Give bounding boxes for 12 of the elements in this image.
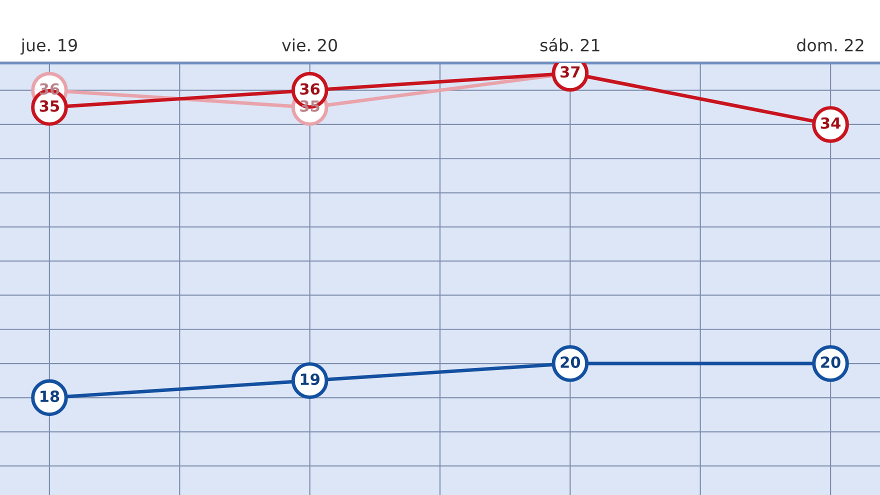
data-label: 19 — [300, 373, 320, 386]
x-tick-label: sáb. 21 — [540, 38, 600, 52]
data-label: 36 — [300, 83, 320, 95]
data-label: 35 — [40, 100, 60, 112]
x-tick-label: jue. 19 — [20, 38, 77, 55]
data-label: 34 — [820, 117, 840, 129]
data-label: 20 — [560, 356, 580, 368]
data-label: 18 — [40, 390, 60, 402]
data-label: 20 — [821, 356, 840, 368]
x-tick-label: dom. 22 — [797, 38, 864, 52]
data-label: 37 — [560, 66, 580, 78]
x-tick-label: vie. 20 — [282, 38, 337, 52]
